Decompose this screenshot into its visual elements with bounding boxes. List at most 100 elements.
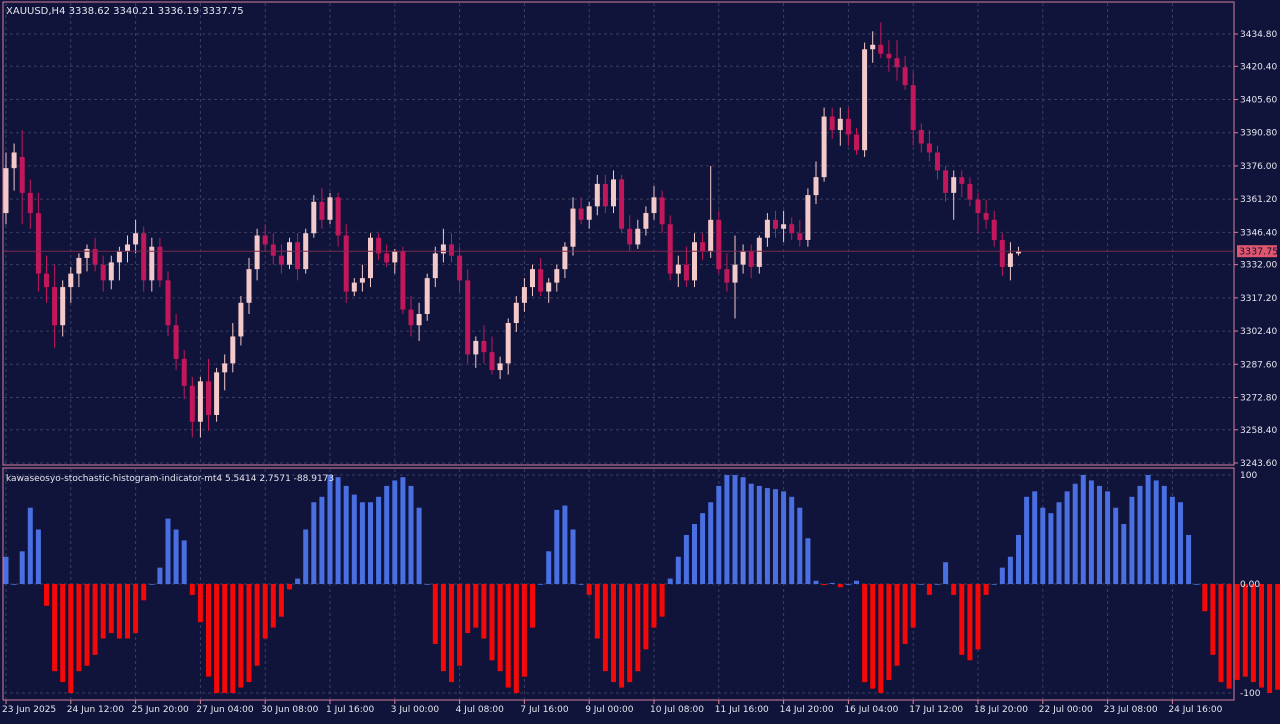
candle-body	[425, 278, 430, 314]
candle-body	[984, 213, 989, 220]
histogram-bar	[409, 486, 414, 584]
price-tick-label: 3317.20	[1240, 294, 1277, 304]
histogram-bar	[1154, 480, 1159, 584]
candle-body	[903, 67, 908, 85]
candle-body	[562, 247, 567, 269]
histogram-bar	[1048, 513, 1053, 584]
time-tick-label: 14 Jul 20:00	[780, 705, 834, 715]
candle-body	[101, 265, 106, 281]
price-tick-label: 3420.40	[1240, 62, 1277, 72]
histogram-bar	[660, 584, 665, 617]
histogram-bar	[878, 584, 883, 693]
candle-body	[538, 269, 543, 291]
histogram-bar	[927, 584, 932, 595]
histogram-bar	[1178, 502, 1183, 584]
histogram-bar	[886, 584, 891, 680]
candle-body	[392, 251, 397, 262]
candle-body	[643, 213, 648, 229]
candle-body	[724, 269, 729, 282]
candle-body	[579, 209, 584, 220]
histogram-bar	[336, 477, 341, 584]
bear-candle	[668, 215, 673, 280]
histogram-bar	[838, 584, 843, 587]
candle-body	[927, 143, 932, 152]
histogram-bar	[1129, 497, 1134, 584]
histogram-bar	[1162, 486, 1167, 584]
time-tick-label: 16 Jul 04:00	[844, 705, 898, 715]
histogram-bar	[271, 584, 276, 628]
histogram-bar	[951, 584, 956, 595]
candle-body	[692, 242, 697, 280]
histogram-bar	[1113, 508, 1118, 584]
histogram-bar	[174, 530, 179, 585]
price-tick-label: 3302.40	[1240, 327, 1277, 337]
candle-body	[125, 244, 130, 251]
time-tick-label: 11 Jul 16:00	[715, 705, 769, 715]
candle-body	[457, 256, 462, 281]
candle-body	[668, 224, 673, 273]
histogram-bar	[1065, 491, 1070, 584]
candle-body	[886, 54, 891, 58]
histogram-bar	[1146, 475, 1151, 584]
histogram-bar	[692, 524, 697, 584]
price-tick-label: 3361.20	[1240, 195, 1277, 205]
price-tick-label: 3405.60	[1240, 96, 1277, 106]
histogram-bar	[781, 491, 786, 584]
candle-body	[360, 278, 365, 282]
candle-body	[319, 202, 324, 220]
histogram-bar	[93, 584, 98, 655]
histogram-bar	[1016, 535, 1021, 584]
symbol-label: XAUUSD,H4 3338.62 3340.21 3336.19 3337.7…	[6, 6, 244, 17]
candle-body	[20, 157, 25, 193]
bull-candle	[328, 193, 333, 224]
candle-body	[822, 117, 827, 178]
candle-body	[587, 206, 592, 219]
candle-body	[895, 58, 900, 67]
histogram-bar	[870, 584, 875, 689]
time-tick-label: 23 Jun 2025	[2, 705, 56, 715]
candle-body	[911, 85, 916, 130]
histogram-bar	[52, 584, 57, 671]
histogram-bar	[1081, 475, 1086, 584]
histogram-bar	[433, 584, 438, 644]
histogram-bar	[1275, 584, 1280, 690]
histogram-bar	[1202, 584, 1207, 611]
candle-body	[157, 247, 162, 281]
histogram-bar	[603, 584, 608, 671]
histogram-bar	[789, 497, 794, 584]
candle-body	[190, 386, 195, 422]
candle-body	[52, 287, 57, 325]
candle-body	[919, 130, 924, 143]
bull-candle	[862, 43, 867, 157]
price-tick-label: 3346.40	[1240, 228, 1277, 238]
histogram-bar	[1040, 508, 1045, 584]
histogram-bar	[352, 495, 357, 584]
candle-body	[409, 310, 414, 326]
candle-body	[870, 45, 875, 49]
candle-body	[935, 152, 940, 170]
histogram-bar	[635, 584, 640, 671]
histogram-bar	[28, 508, 33, 584]
candle-body	[652, 197, 657, 213]
candle-body	[660, 197, 665, 224]
histogram-bar	[643, 584, 648, 649]
candle-body	[1008, 253, 1013, 266]
candle-body	[117, 251, 122, 262]
time-tick-label: 30 Jun 08:00	[261, 705, 318, 715]
histogram-bar	[198, 584, 203, 622]
histogram-bar	[554, 510, 559, 584]
histogram-bar	[805, 538, 810, 584]
bear-candle	[619, 175, 624, 233]
candle-body	[676, 265, 681, 274]
candle-body	[141, 233, 146, 280]
histogram-bar	[741, 477, 746, 584]
histogram-bar	[1024, 497, 1029, 584]
histogram-bar	[506, 584, 511, 688]
candle-body	[198, 381, 203, 421]
histogram-bar	[967, 584, 972, 660]
candle-body	[1000, 240, 1005, 267]
candle-body	[838, 119, 843, 130]
candle-body	[854, 135, 859, 151]
